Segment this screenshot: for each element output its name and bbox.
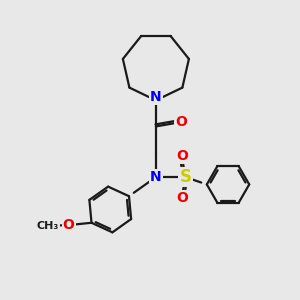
- Text: CH₃: CH₃: [37, 221, 59, 231]
- Text: S: S: [179, 168, 191, 186]
- Text: O: O: [63, 218, 74, 232]
- Text: O: O: [175, 115, 187, 129]
- Text: O: O: [176, 149, 188, 163]
- Text: N: N: [150, 90, 162, 104]
- Text: O: O: [176, 191, 188, 205]
- Text: N: N: [150, 170, 162, 184]
